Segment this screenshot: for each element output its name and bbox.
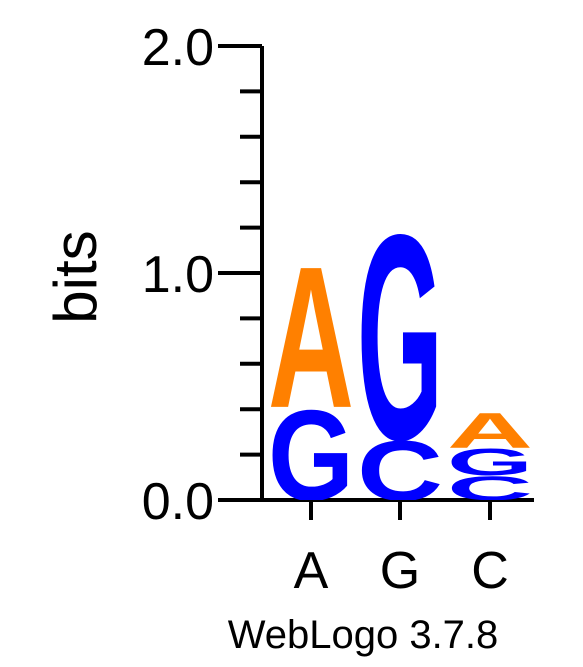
letter-A: A [447,403,533,459]
position-stack: CGA [447,403,533,508]
x-tick-label: G [380,542,420,600]
position-stack: CG [357,173,443,518]
y-tick-label: 1.0 [142,246,214,304]
y-tick-label: 2.0 [142,19,214,77]
footer-credit: WebLogo 3.7.8 [228,613,499,657]
y-ticks: 0.0 1.0 2.0 [142,19,262,531]
y-tick-label: 0.0 [142,473,214,531]
position-stack: GA [268,225,354,527]
x-tick-label: C [471,542,509,600]
letter-A: A [268,225,354,450]
y-axis-label: bits [42,230,109,323]
letter-G: G [357,173,443,501]
x-tick-label: A [294,542,329,600]
